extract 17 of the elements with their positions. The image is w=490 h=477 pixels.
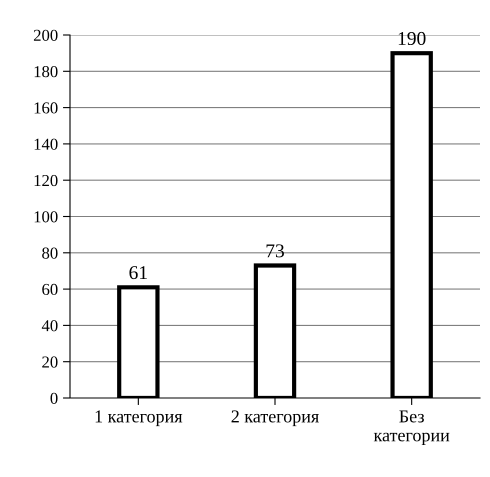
x-tick-label: 2 категория [232,410,319,426]
y-tick-label: 0 [50,392,58,404]
x-tick-label: 1 категория [96,410,182,426]
y-tick-label: 140 [34,138,58,150]
y-tick-label: 100 [34,211,58,222]
y-tick-label: 80 [42,248,58,259]
y-tick-label: 180 [34,66,58,78]
y-tick-label: 200 [34,30,58,41]
data-label: 61 [129,266,147,280]
data-label: 190 [398,32,426,46]
x-tick-label: Без категории [374,410,450,446]
data-label: 73 [266,244,284,258]
y-tick-label: 60 [42,284,58,296]
y-tick-label: 120 [34,174,58,186]
y-tick-label: 40 [42,320,58,332]
y-tick-label: 20 [42,356,58,368]
y-tick-label: 160 [34,102,58,114]
